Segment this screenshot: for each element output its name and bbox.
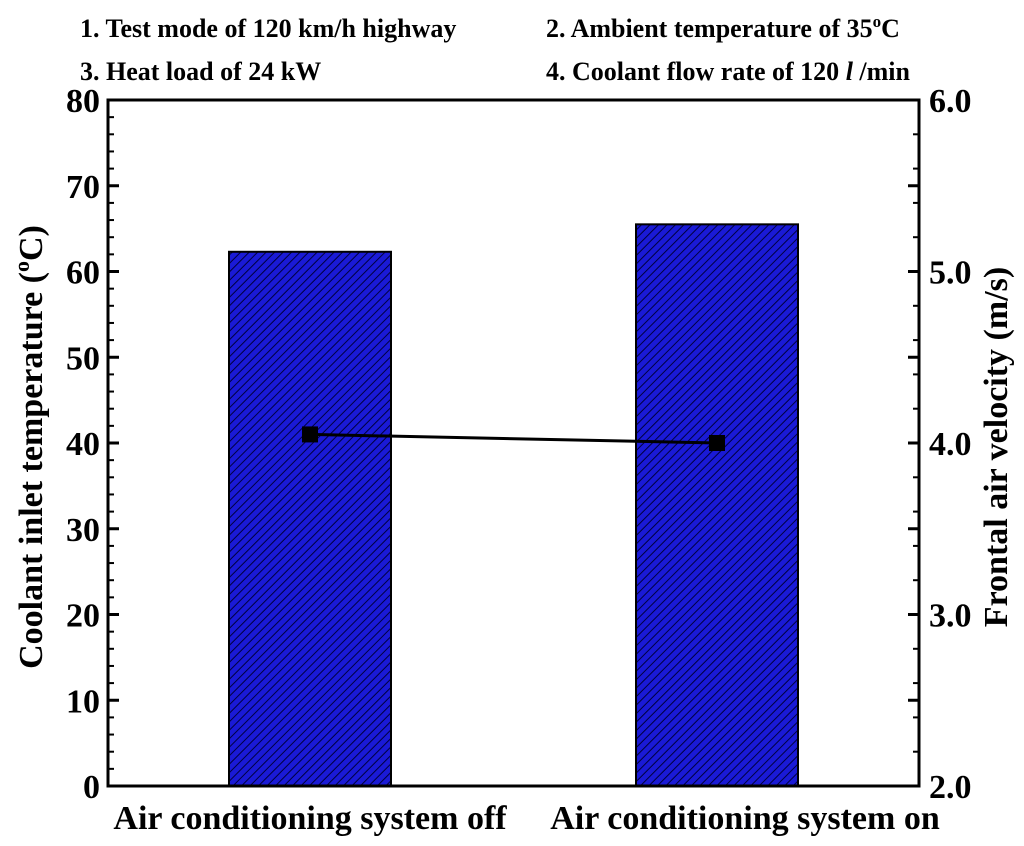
right-tick-label: 2.0 (929, 769, 972, 806)
condition-2: 2. Ambient temperature of 35oC (546, 12, 900, 43)
right-tick-label: 6.0 (929, 83, 972, 120)
condition-4: 4. Coolant flow rate of 120 l /min (546, 57, 911, 86)
right-axis: 2.0 3.0 4.0 5.0 6.0 (908, 83, 972, 806)
velocity-line (309, 432, 718, 445)
left-tick-label: 40 (66, 426, 100, 463)
condition-2-superscript: o (873, 12, 882, 31)
y-axis-left-title-superscript: o (9, 261, 34, 272)
velocity-point-2 (709, 435, 725, 451)
left-tick-label: 60 (66, 255, 100, 292)
condition-4-italic: l (846, 57, 854, 86)
x-axis: Air conditioning system off Air condition… (113, 800, 939, 837)
line-layer (302, 426, 725, 451)
condition-3: 3. Heat load of 24 kW (80, 57, 321, 86)
right-tick-label: 4.0 (929, 426, 972, 463)
left-tick-label: 30 (66, 512, 100, 549)
category-label: Air conditioning system on (550, 800, 940, 837)
right-tick-label: 3.0 (929, 598, 972, 635)
left-tick-label: 50 (66, 340, 100, 377)
left-tick-label: 10 (66, 683, 100, 720)
velocity-point-1 (302, 426, 318, 443)
condition-1: 1. Test mode of 120 km/h highway (80, 14, 456, 43)
bar-2 (635, 223, 799, 787)
y-axis-left-title: Coolant inlet temperature (oC) (9, 225, 50, 669)
y-axis-right-title: Frontal air velocity (m/s) (978, 267, 1015, 627)
category-label: Air conditioning system off (113, 800, 507, 837)
left-tick-label: 0 (83, 769, 100, 806)
right-tick-label: 5.0 (929, 255, 972, 292)
left-tick-label: 70 (66, 169, 100, 206)
bar-1 (228, 250, 392, 787)
left-tick-label: 80 (66, 83, 100, 120)
left-axis: 0 10 20 30 40 50 60 70 80 (66, 83, 919, 806)
left-tick-label: 20 (66, 598, 100, 635)
bars-layer (228, 223, 799, 787)
